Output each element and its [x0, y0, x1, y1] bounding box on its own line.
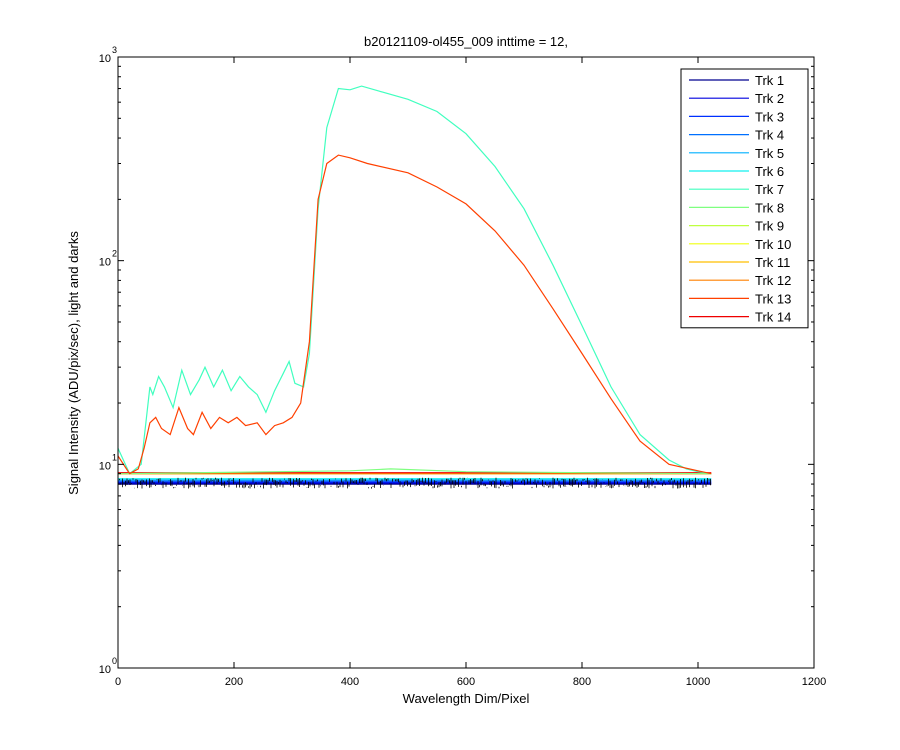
- x-tick-label: 1200: [802, 676, 826, 688]
- legend: Trk 1 Trk 2 Trk 3 Trk 4 Trk 5 Trk 6 Trk 7 Trk 8…: [680, 68, 809, 329]
- legend-label: Trk 9: [755, 219, 784, 234]
- legend-label: Trk 10: [755, 237, 791, 252]
- y-tick-label-base: 10: [99, 257, 111, 269]
- y-tick-label-exponent: 3: [112, 45, 117, 55]
- x-axis: 0 200 400 600 800 1000 1200: [115, 57, 826, 688]
- x-tick-label: 0: [115, 676, 121, 688]
- series-line-trk-13: [117, 154, 712, 475]
- x-tick-label: 1000: [686, 676, 710, 688]
- legend-label: Trk 11: [755, 255, 790, 270]
- legend-label: Trk 3: [755, 109, 784, 124]
- legend-label: Trk 6: [755, 164, 784, 179]
- series-line-trk-7: [117, 85, 712, 475]
- legend-label: Trk 2: [755, 91, 784, 106]
- y-axis-label: Signal Intensity (ADU/pix/sec), light an…: [66, 231, 81, 495]
- legend-label: Trk 4: [755, 128, 784, 143]
- legend-label: Trk 12: [755, 273, 791, 288]
- y-tick-label-base: 10: [99, 460, 111, 472]
- y-tick-label-exponent: 1: [112, 452, 117, 462]
- x-tick-label: 800: [573, 676, 591, 688]
- y-tick-label-base: 10: [99, 664, 111, 676]
- x-axis-label: Wavelength Dim/Pixel: [403, 691, 530, 706]
- legend-label: Trk 7: [755, 182, 784, 197]
- x-tick-label: 400: [341, 676, 359, 688]
- series-line-trk-8: [117, 468, 712, 475]
- x-tick-label: 200: [225, 676, 243, 688]
- y-tick-label-exponent: 2: [112, 249, 117, 259]
- y-tick-label-exponent: 0: [112, 656, 117, 666]
- x-tick-label: 600: [457, 676, 475, 688]
- legend-label: Trk 13: [755, 291, 791, 306]
- y-tick-label-base: 10: [99, 53, 111, 65]
- legend-label: Trk 8: [755, 200, 784, 215]
- chart-title: b20121109-ol455_009 inttime = 12,: [364, 34, 568, 49]
- legend-label: Trk 5: [755, 146, 784, 161]
- legend-box: [680, 68, 809, 329]
- legend-label: Trk 1: [755, 73, 784, 88]
- legend-label: Trk 14: [755, 310, 791, 325]
